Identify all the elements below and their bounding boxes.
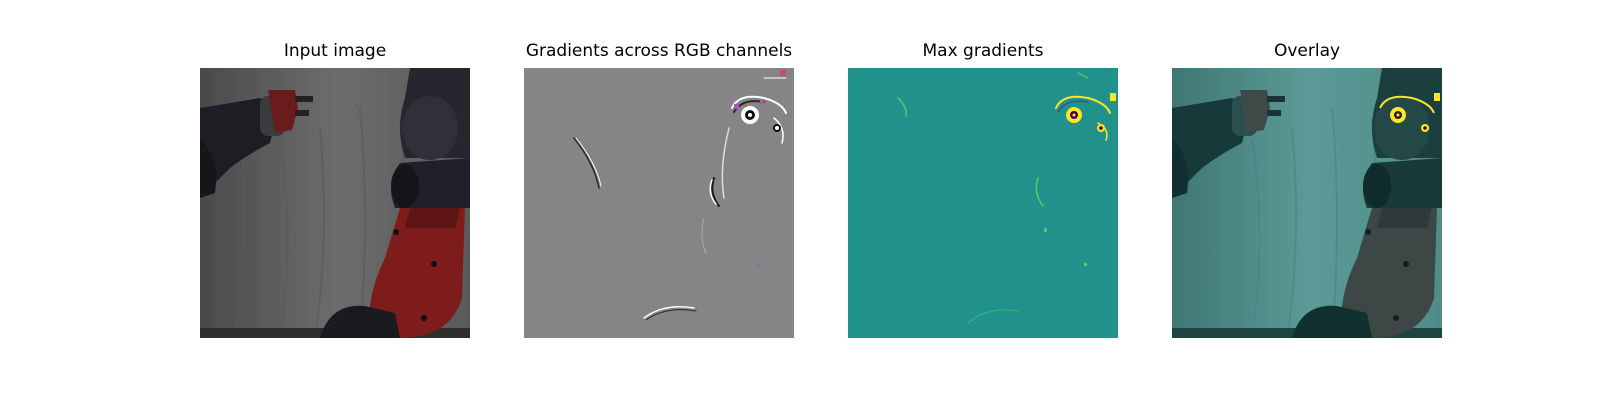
panel-title-rgb-gradients: Gradients across RGB channels	[525, 41, 793, 61]
rgb-gradients-image	[524, 68, 794, 338]
rgb-gradient-map	[524, 68, 794, 338]
panel-title-overlay: Overlay	[1273, 41, 1341, 61]
gradient-overlay-photo	[1172, 68, 1442, 338]
panel-title-max-gradients: Max gradients	[922, 41, 1044, 61]
overlay-image	[1172, 68, 1442, 338]
max-gradient-heatmap	[848, 68, 1118, 338]
max-gradients-image	[848, 68, 1118, 338]
robot-arm-photo	[200, 68, 470, 338]
input-image	[200, 68, 470, 338]
panel-title-input: Input image	[283, 41, 387, 61]
